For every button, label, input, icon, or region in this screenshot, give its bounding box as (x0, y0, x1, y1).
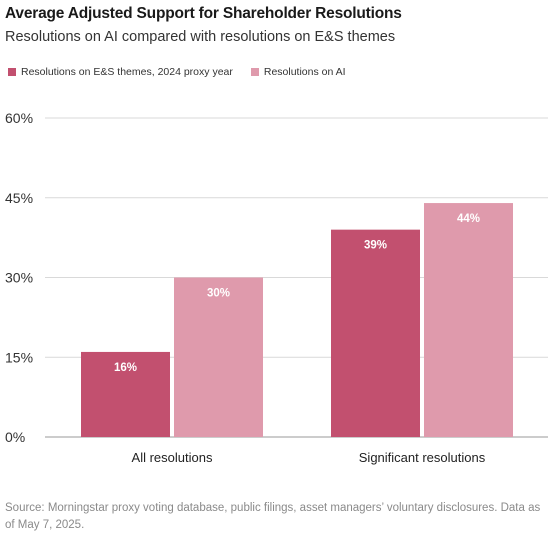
data-label: 16% (114, 362, 137, 374)
legend: Resolutions on E&S themes, 2024 proxy ye… (8, 66, 346, 78)
y-tick-label: 45% (5, 190, 33, 206)
y-tick-label: 60% (5, 110, 33, 126)
bar-es (331, 229, 420, 437)
chart-subtitle: Resolutions on AI compared with resoluti… (5, 29, 396, 45)
legend-label-es: Resolutions on E&S themes, 2024 proxy ye… (21, 66, 233, 78)
legend-label-ai: Resolutions on AI (263, 66, 346, 78)
legend-swatch-ai (250, 68, 259, 76)
data-label: 30% (207, 288, 230, 300)
bar-ai (174, 277, 263, 437)
y-tick-label: 30% (5, 270, 33, 286)
data-label: 44% (457, 213, 480, 225)
y-tick-label: 15% (5, 349, 33, 365)
x-tick-label: All resolutions (132, 450, 213, 465)
bar-es (81, 351, 170, 437)
source-note: Source: Morningstar proxy voting databas… (5, 502, 541, 531)
bar-ai (424, 203, 513, 437)
legend-item-ai: Resolutions on AI (250, 66, 346, 78)
legend-swatch-es (8, 68, 16, 76)
chart-title: Average Adjusted Support for Shareholder… (5, 5, 402, 22)
legend-item-es: Resolutions on E&S themes, 2024 proxy ye… (8, 66, 233, 78)
y-tick-label: 0% (5, 429, 25, 445)
x-tick-label: Significant resolutions (359, 450, 486, 465)
data-label: 39% (364, 240, 387, 252)
